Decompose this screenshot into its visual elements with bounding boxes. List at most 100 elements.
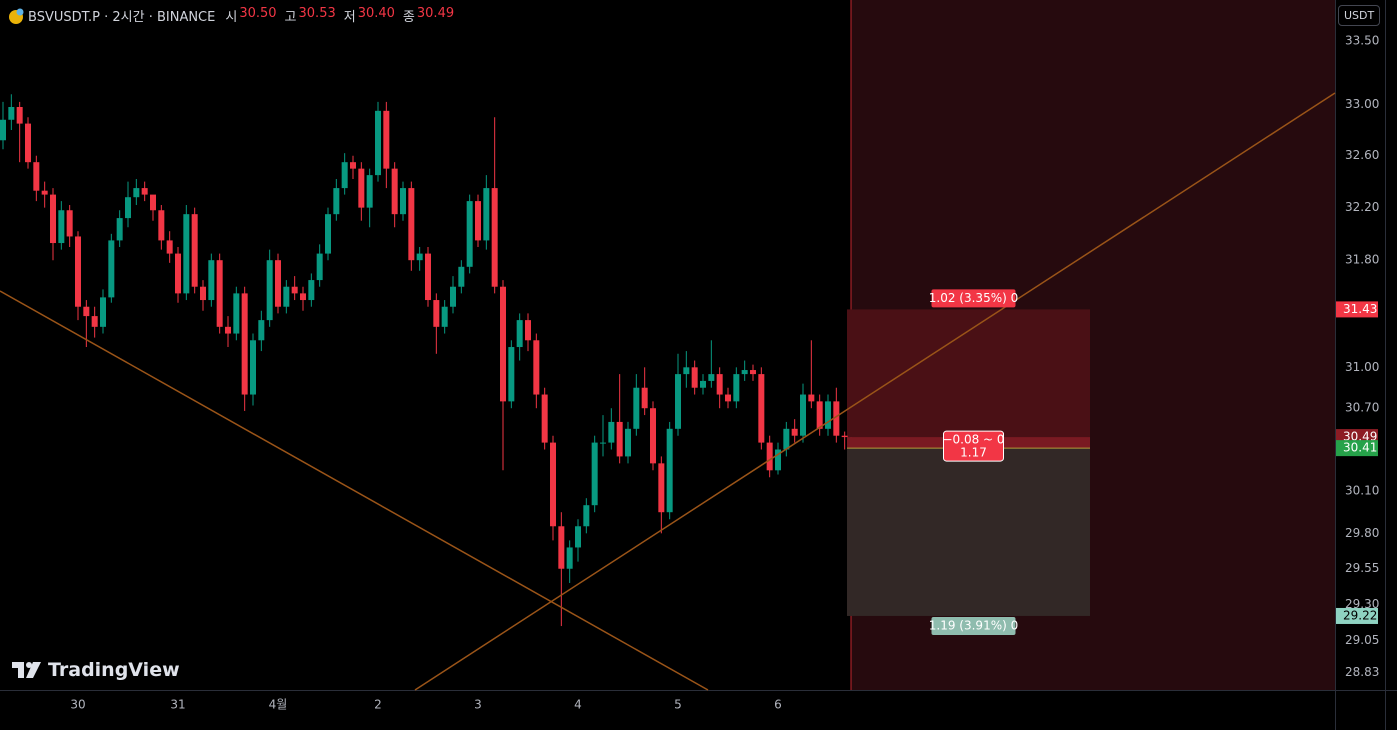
candle-body	[783, 428, 790, 450]
candle-body	[616, 421, 623, 457]
candle-body	[133, 188, 140, 198]
candle-body	[225, 326, 231, 334]
candle-body	[750, 370, 756, 375]
candle-body	[816, 401, 823, 429]
candle-body	[466, 201, 473, 267]
price-label-box	[1336, 440, 1378, 457]
candle-body	[666, 428, 673, 513]
candle-body	[716, 374, 723, 395]
candle-body	[291, 286, 298, 294]
y-tick-label: 30.10	[1345, 484, 1379, 498]
candle-body	[400, 188, 406, 215]
candle-body	[558, 526, 565, 569]
x-tick-label: 5	[674, 698, 682, 712]
candle-body	[66, 210, 73, 237]
price-label-box	[1336, 607, 1378, 624]
trend-line	[0, 290, 709, 691]
logo-text: TradingView	[48, 659, 180, 681]
candle-body	[508, 347, 515, 402]
candle-body	[175, 253, 181, 294]
candle-body	[450, 286, 456, 307]
legend-value: 30.50	[239, 6, 277, 21]
price-label: 29.22	[1343, 608, 1377, 622]
position-label: −0.08 ~ 0	[942, 433, 1004, 447]
candle-body	[191, 214, 198, 287]
candle-body	[791, 428, 798, 436]
candle-body	[483, 188, 490, 241]
legend: BSVUSDT.P · 2시간 · BINANCE 시 30.50 고 30.53 저 3…	[8, 6, 454, 25]
candle-body	[658, 463, 665, 513]
currency-button[interactable]: USDT	[1338, 5, 1381, 26]
candle-body	[116, 218, 123, 241]
candle-body	[725, 394, 731, 402]
candle-body	[433, 300, 440, 327]
candle-body	[158, 210, 165, 241]
candle-body	[583, 505, 590, 527]
y-tick-label: 30.70	[1345, 401, 1379, 415]
candle-body	[125, 197, 131, 219]
candle-body	[425, 253, 431, 301]
candle-body	[208, 260, 215, 301]
y-tick-label: 29.55	[1345, 561, 1379, 575]
candle-body	[383, 110, 390, 169]
position-label-box	[931, 289, 1016, 308]
x-tick-label: 6	[774, 698, 782, 712]
candle-body	[366, 175, 373, 208]
legend-key: 종	[402, 10, 415, 25]
candle-body	[408, 188, 415, 261]
candle-body	[41, 190, 48, 195]
candle-body	[0, 119, 6, 141]
candle-body	[441, 306, 448, 327]
candle-body	[8, 106, 15, 120]
x-tick-label: 31	[170, 698, 185, 712]
price-label: 30.49	[1343, 430, 1377, 444]
candle-body	[16, 106, 23, 124]
y-tick-label: 33.50	[1345, 34, 1379, 48]
candle-body	[100, 297, 106, 327]
candle-body	[458, 266, 465, 287]
candle-body	[566, 547, 573, 569]
candle-body	[550, 442, 556, 527]
x-tick-label: 4	[574, 698, 582, 712]
position-label-box	[943, 430, 1004, 462]
candle-body	[150, 194, 156, 211]
candle-body	[141, 188, 148, 195]
symbol: BSVUSDT.P · 2시간 · BINANCE	[28, 10, 216, 25]
candle-body	[25, 123, 31, 163]
legend-value: 30.40	[357, 6, 395, 21]
candle-body	[775, 449, 781, 471]
candle-body	[108, 240, 115, 298]
candle-body	[33, 162, 40, 191]
price-label: 30.41	[1343, 441, 1377, 455]
legend-key: 고	[284, 10, 297, 25]
candle-body	[708, 374, 715, 381]
candle-body	[833, 401, 840, 436]
candle-body	[216, 260, 223, 327]
candle-body	[758, 374, 765, 443]
y-tick-label: 31.80	[1345, 253, 1379, 267]
candle-body	[391, 168, 398, 215]
candle-body	[525, 320, 531, 341]
x-tick-label: 3	[474, 698, 482, 712]
candle-body	[800, 394, 806, 436]
position-label-box	[931, 616, 1016, 635]
y-tick-label: 29.80	[1345, 526, 1379, 540]
candle-body	[733, 374, 740, 402]
trend-line	[414, 92, 1336, 691]
price-label: 31.43	[1343, 302, 1377, 316]
candle-body	[650, 408, 656, 464]
candle-body	[200, 286, 206, 301]
candle-body	[316, 253, 323, 281]
candle-body	[75, 236, 81, 307]
x-tick-label: 30	[70, 698, 85, 712]
candle-body	[275, 260, 281, 307]
x-tick-label: 2	[374, 698, 382, 712]
candle-body	[308, 280, 315, 301]
y-tick-label: 31.00	[1345, 360, 1379, 374]
candle-body	[700, 380, 706, 388]
price-label-box	[1336, 301, 1378, 318]
candle-body	[766, 442, 773, 471]
candle-body	[83, 306, 90, 317]
